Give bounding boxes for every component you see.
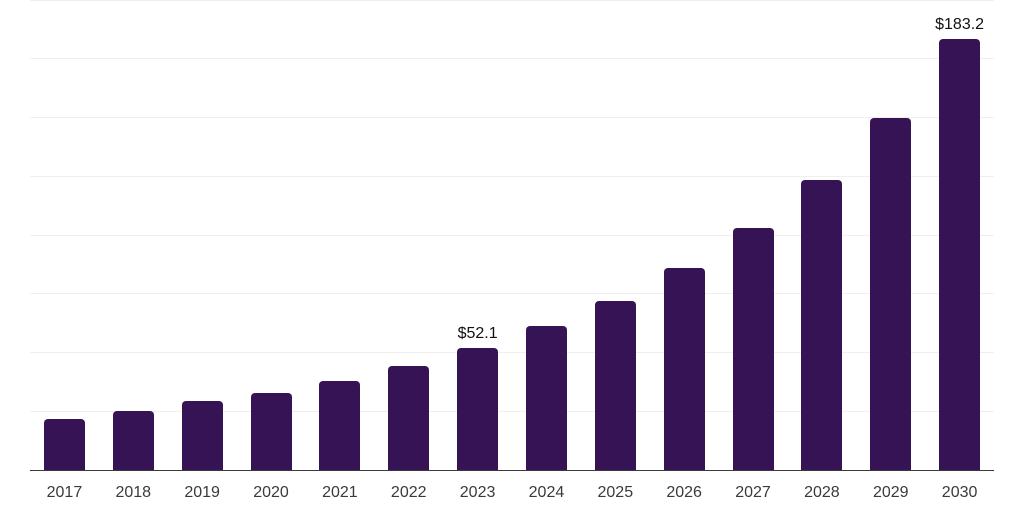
- x-tick-label-2023: 2023: [459, 483, 496, 501]
- bar-slot-2030: $183.2: [925, 0, 994, 470]
- bar-2017: [43, 418, 85, 470]
- gridline-175: [30, 58, 994, 60]
- bar-value-label-2023: $52.1: [457, 324, 498, 342]
- bar-2030: [939, 39, 981, 470]
- bar-slot-2020: [237, 0, 306, 470]
- gridline-25: [30, 410, 994, 412]
- bar-2026: [663, 268, 705, 470]
- x-tick-label-2028: 2028: [804, 483, 840, 501]
- x-tick-label-2022: 2022: [390, 483, 427, 501]
- bar-slot-2018: [99, 0, 168, 470]
- bar-slot-2021: [305, 0, 374, 470]
- bar-2023: [457, 347, 499, 470]
- bar-slot-2026: [650, 0, 719, 470]
- plot-area: $52.1 $183.2: [30, 0, 994, 471]
- x-tick-label-2024: 2024: [528, 483, 565, 501]
- x-tick-label-2027: 2027: [735, 483, 771, 501]
- bar-slot-2028: [787, 0, 856, 470]
- bar-2027: [732, 228, 774, 470]
- bar-slot-2023: $52.1: [443, 0, 512, 470]
- bar-value-label-2030: $183.2: [935, 16, 985, 34]
- bar-slot-2022: [374, 0, 443, 470]
- x-tick-label-2025: 2025: [597, 483, 634, 501]
- bar-slot-2029: [856, 0, 925, 470]
- bar-2025: [594, 300, 636, 470]
- gridline-100: [30, 234, 994, 236]
- bar-slot-2025: [581, 0, 650, 470]
- x-tick-label-2029: 2029: [872, 483, 909, 501]
- bar-2021: [319, 380, 361, 470]
- x-tick-label-2020: 2020: [253, 483, 289, 501]
- bar-slot-2027: [719, 0, 788, 470]
- bar-2019: [181, 400, 223, 470]
- bar-2020: [250, 392, 292, 470]
- x-tick-label-2026: 2026: [666, 483, 702, 501]
- gridline-200: [30, 0, 994, 1]
- bar-slot-2017: [30, 0, 99, 470]
- bar-slot-2024: [512, 0, 581, 470]
- x-tick-label-2019: 2019: [184, 483, 220, 501]
- bar-2029: [870, 118, 912, 470]
- x-tick-label-2017: 2017: [46, 483, 83, 501]
- bar-2018: [112, 410, 154, 470]
- gridline-150: [30, 117, 994, 118]
- x-tick-label-2030: 2030: [941, 483, 978, 501]
- x-axis-labels: 2017 2018 2019 2020 2021 2022 2023 2024 2025 2026…: [30, 472, 994, 502]
- gridline-50: [30, 352, 994, 353]
- x-tick-label-2021: 2021: [322, 483, 358, 501]
- bar-2022: [388, 365, 430, 470]
- bar-slot-2019: [168, 0, 237, 470]
- gridline-75: [30, 293, 994, 295]
- bar-2024: [525, 326, 567, 470]
- bars-row: $52.1 $183.2: [30, 0, 994, 470]
- x-tick-label-2018: 2018: [115, 483, 152, 501]
- bar-2028: [801, 180, 843, 470]
- gridline-125: [30, 175, 994, 177]
